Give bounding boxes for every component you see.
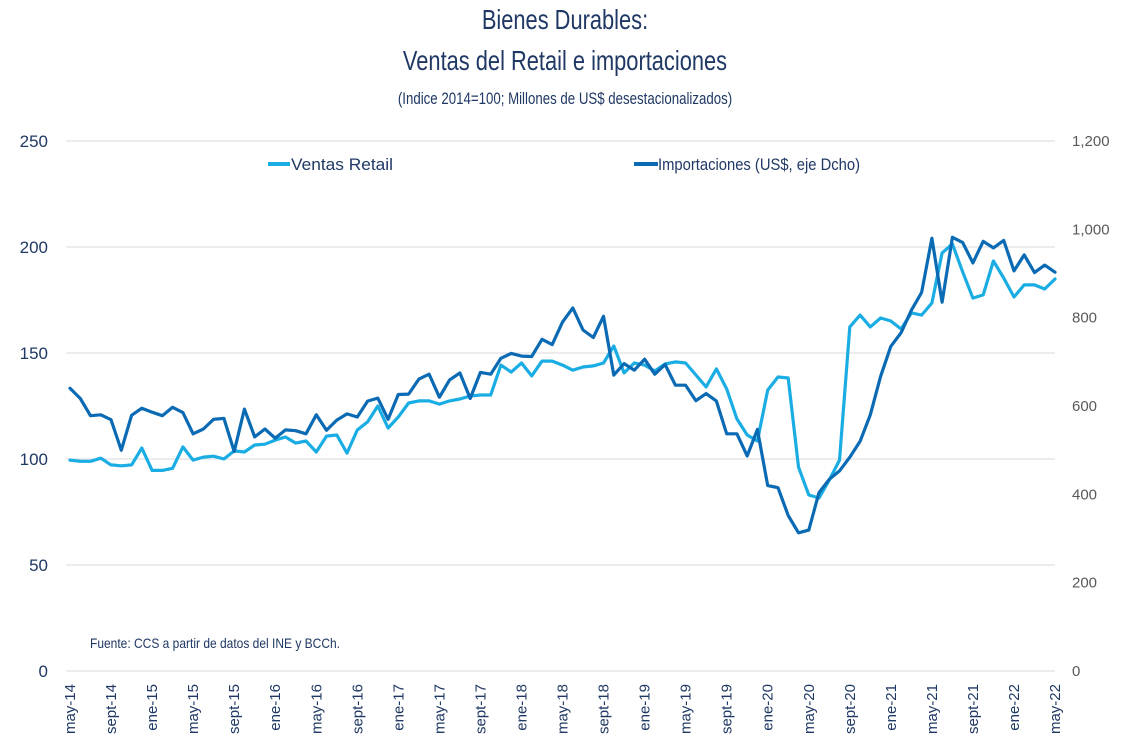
x-tick-label: may-15 bbox=[185, 684, 202, 734]
x-tick-label: may-20 bbox=[801, 684, 818, 734]
x-tick-label: sept-20 bbox=[842, 684, 859, 734]
x-tick-label: sept-17 bbox=[472, 684, 489, 734]
chart-title: Bienes Durables: bbox=[481, 4, 649, 35]
y-right-tick-label: 1,200 bbox=[1072, 133, 1110, 150]
y-left-tick-label: 0 bbox=[39, 662, 48, 681]
y-left-tick-label: 150 bbox=[20, 344, 48, 363]
y-right-tick-label: 400 bbox=[1072, 486, 1097, 503]
x-tick-label: may-19 bbox=[678, 684, 695, 734]
x-tick-label: sept-15 bbox=[226, 684, 243, 734]
x-tick-label: sept-14 bbox=[103, 684, 120, 734]
x-tick-label: ene-19 bbox=[637, 684, 654, 731]
legend-label-ventas-retail: Ventas Retail bbox=[291, 155, 393, 174]
x-tick-label: sept-16 bbox=[349, 684, 366, 734]
y-axis-left: 0 50 100 150 200 250 bbox=[20, 132, 48, 681]
legend-label-importaciones: Importaciones (US$, eje Dcho) bbox=[658, 155, 860, 174]
series-line-ventas-retail bbox=[68, 242, 1057, 500]
y-left-tick-label: 250 bbox=[20, 132, 48, 151]
x-tick-label: ene-15 bbox=[144, 684, 161, 731]
y-right-tick-label: 200 bbox=[1072, 575, 1097, 592]
x-tick-label: may-16 bbox=[308, 684, 325, 734]
y-right-tick-label: 800 bbox=[1072, 310, 1097, 327]
x-tick-label: may-14 bbox=[62, 684, 79, 734]
x-tick-label: sept-18 bbox=[596, 684, 613, 734]
gridlines bbox=[66, 140, 1055, 672]
x-tick-label: ene-17 bbox=[390, 684, 407, 731]
y-left-tick-label: 50 bbox=[29, 556, 48, 575]
chart-note: (Indice 2014=100; Millones de US$ desest… bbox=[397, 89, 733, 108]
series-line-importaciones bbox=[68, 235, 1057, 535]
x-tick-label: sept-19 bbox=[719, 684, 736, 734]
x-tick-label: ene-22 bbox=[1006, 684, 1023, 731]
y-right-tick-label: 1,000 bbox=[1072, 221, 1110, 238]
x-tick-label: may-21 bbox=[924, 684, 941, 734]
y-axis-right: 0 200 400 600 800 1,000 1,200 bbox=[1072, 133, 1110, 680]
x-tick-label: ene-18 bbox=[513, 684, 530, 731]
x-tick-label: sept-21 bbox=[965, 684, 982, 734]
x-tick-label: ene-16 bbox=[267, 684, 284, 731]
source-note: Fuente: CCS a partir de datos del INE y … bbox=[90, 635, 340, 651]
y-right-tick-label: 0 bbox=[1072, 663, 1080, 680]
x-tick-label: ene-21 bbox=[883, 684, 900, 731]
legend: Ventas Retail Importaciones (US$, eje Dc… bbox=[268, 155, 860, 174]
chart-subtitle: Ventas del Retail e importaciones bbox=[402, 45, 728, 76]
x-tick-label: may-18 bbox=[555, 684, 572, 734]
x-axis: may-14 sept-14 ene-15 may-15 sept-15 ene-16 ma… bbox=[62, 684, 1064, 734]
x-tick-label: may-17 bbox=[431, 684, 448, 734]
y-left-tick-label: 200 bbox=[20, 238, 48, 257]
y-right-tick-label: 600 bbox=[1072, 398, 1097, 415]
y-left-tick-label: 100 bbox=[20, 450, 48, 469]
series-lines bbox=[68, 235, 1057, 535]
x-tick-label: ene-20 bbox=[760, 684, 777, 731]
x-tick-label: may-22 bbox=[1047, 684, 1064, 734]
